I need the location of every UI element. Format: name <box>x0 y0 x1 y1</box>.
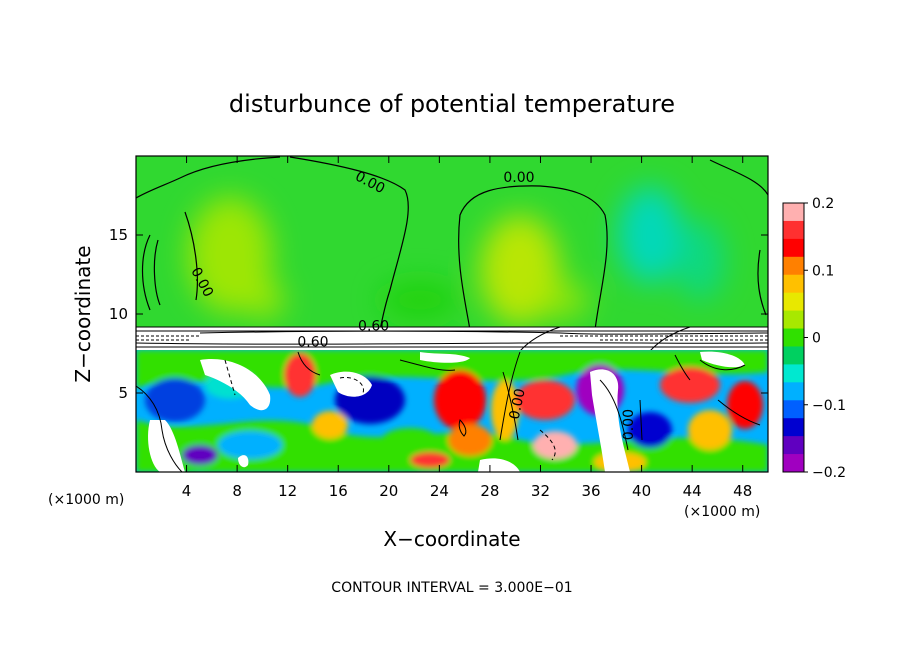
x-tick-label: 24 <box>430 482 449 500</box>
y-axis-label: Z−coordinate <box>71 245 95 382</box>
contour-label: 0.00 <box>507 387 529 421</box>
x-tick-label: 12 <box>278 482 297 500</box>
inversion-band <box>136 326 768 353</box>
lower-layer-field <box>136 350 768 472</box>
colorbar-swatch <box>783 292 804 312</box>
colorbar-swatch <box>783 364 804 383</box>
y-axis: 5 10 15 <box>109 226 768 402</box>
y-tick-label: 15 <box>109 226 128 244</box>
x-tick-label: 40 <box>632 482 651 500</box>
x-tick-label: 8 <box>232 482 242 500</box>
colorbar-swatch <box>783 238 804 258</box>
contour-label: 0.00 <box>503 170 534 186</box>
upper-layer-field <box>136 156 768 331</box>
colorbar-tick-label: 0.2 <box>812 196 834 212</box>
colorbar-tick-label: −0.1 <box>812 398 846 414</box>
colorbar-tick-label: −0.2 <box>812 465 846 481</box>
colorbar-swatch <box>783 328 804 347</box>
colorbar-swatch <box>783 346 804 365</box>
colorbar-swatch <box>783 454 804 473</box>
colorbar-swatch <box>783 256 804 276</box>
x-tick-label: 20 <box>379 482 398 500</box>
x-tick-label: 48 <box>733 482 752 500</box>
x-tick-label: 44 <box>683 482 702 500</box>
contour-label: 0.00 <box>621 409 637 440</box>
x-tick-label: 16 <box>329 482 348 500</box>
colorbar-swatch <box>783 274 804 294</box>
y-tick-label: 5 <box>118 384 128 402</box>
colorbar-swatch <box>783 418 804 437</box>
colorbar-swatch <box>783 310 804 330</box>
colorbar: 0.2 0.1 0 −0.1 −0.2 <box>782 196 846 481</box>
contour-label: 0.60 <box>358 319 389 335</box>
x-axis-label: X−coordinate <box>383 527 520 551</box>
x-tick-label: 28 <box>480 482 499 500</box>
colorbar-swatch <box>783 382 804 401</box>
y-tick-label: 10 <box>109 305 128 323</box>
x-tick-label: 32 <box>531 482 550 500</box>
colorbar-tick-label: 0 <box>812 331 821 347</box>
x-tick-label: 4 <box>182 482 192 500</box>
chart-title: disturbunce of potential temperature <box>229 90 675 118</box>
contour-label: 0.60 <box>297 334 328 350</box>
x-axis: 4 8 12 16 20 24 28 32 36 40 44 48 <box>182 156 752 500</box>
colorbar-swatch <box>783 436 804 455</box>
colorbar-swatch <box>783 220 804 240</box>
x-unit-label-right: (×1000 m) <box>684 504 760 520</box>
plot-area: 0.00 0.000.000.600.600.000.00 <box>136 156 768 472</box>
contour-labels: 0.00 0.000.000.600.600.000.00 <box>187 168 637 440</box>
x-tick-label: 36 <box>581 482 600 500</box>
colorbar-tick-label: 0.1 <box>812 263 834 279</box>
contour-interval-note: CONTOUR INTERVAL = 3.000E−01 <box>331 580 572 596</box>
colorbar-swatch <box>783 203 804 222</box>
colorbar-swatch <box>783 400 804 419</box>
x-unit-label-left: (×1000 m) <box>48 492 124 508</box>
